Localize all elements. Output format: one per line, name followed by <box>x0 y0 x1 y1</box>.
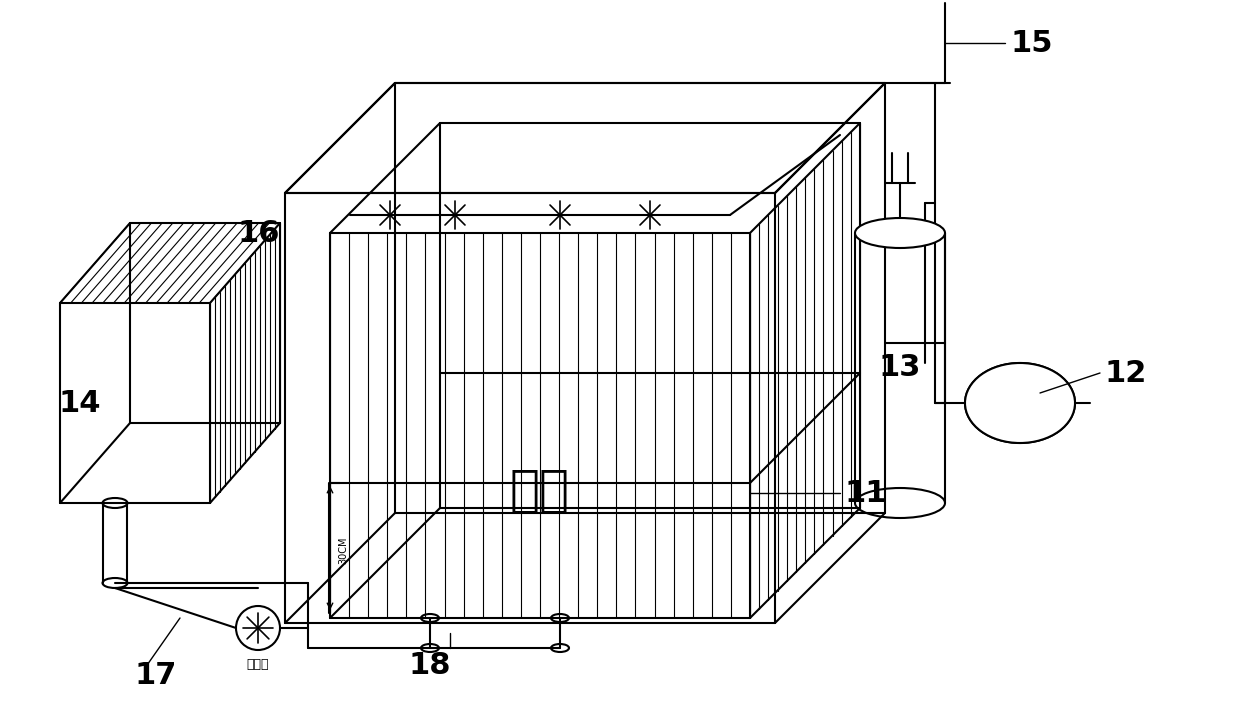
Ellipse shape <box>422 614 439 622</box>
Ellipse shape <box>422 644 439 652</box>
Ellipse shape <box>856 488 945 518</box>
Text: 污泥: 污泥 <box>510 466 570 515</box>
Ellipse shape <box>965 363 1075 443</box>
Text: 增压泵: 增压泵 <box>247 658 269 671</box>
Ellipse shape <box>103 578 128 588</box>
Text: 15: 15 <box>1011 28 1053 58</box>
Text: 18: 18 <box>409 651 451 680</box>
Text: 16: 16 <box>238 218 280 247</box>
Ellipse shape <box>551 644 569 652</box>
Ellipse shape <box>856 218 945 248</box>
Text: 14: 14 <box>58 388 102 417</box>
Ellipse shape <box>103 498 128 508</box>
Text: 12: 12 <box>1105 359 1147 388</box>
Ellipse shape <box>551 614 569 622</box>
Ellipse shape <box>965 363 1075 443</box>
Text: 17: 17 <box>135 661 177 690</box>
Text: 30CM: 30CM <box>339 536 348 564</box>
Text: 11: 11 <box>844 479 888 508</box>
Text: 13: 13 <box>879 354 921 382</box>
